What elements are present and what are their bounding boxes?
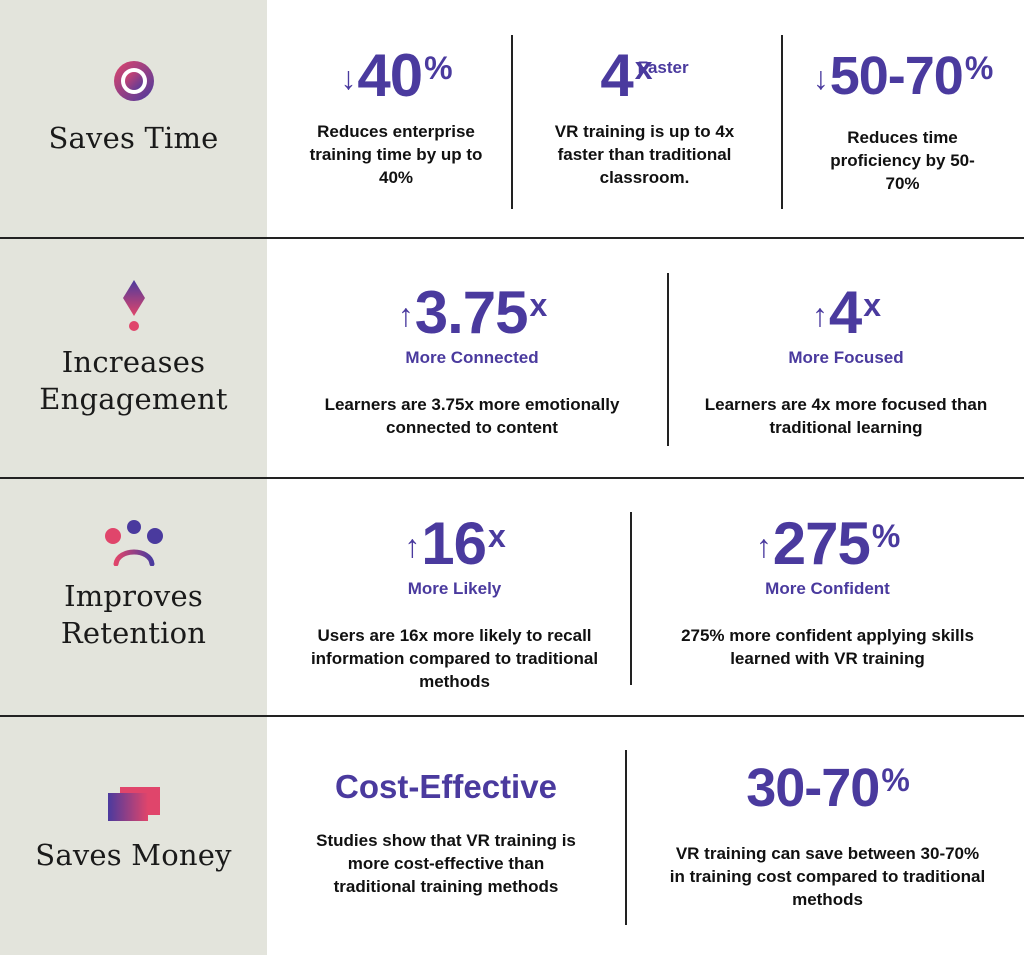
- section-saves-money-label: Saves Money: [0, 787, 267, 874]
- stat-block: 30-70% VR training can save between 30-7…: [640, 758, 1015, 911]
- stat-block: ↑275% More Confident 275% more confident…: [640, 514, 1015, 670]
- stat-value: ↑275%: [755, 510, 901, 577]
- column-divider: [511, 35, 513, 209]
- column-divider: [625, 750, 627, 925]
- stat-block: ↓40% Reduces enterprise training time by…: [282, 46, 510, 189]
- stat-description: Reduces time proficiency by 50-70%: [830, 128, 975, 193]
- section-divider: [0, 715, 1024, 717]
- stat-block: ↑3.75x More Connected Learners are 3.75x…: [282, 283, 662, 439]
- up-arrow-icon: ↑: [811, 297, 828, 333]
- stat-value: ↓40%: [340, 42, 452, 109]
- stat-headline: Cost-Effective: [335, 768, 557, 805]
- stat-block: ↓50-70% Reduces time proficiency by 50-7…: [790, 46, 1015, 195]
- column-divider: [781, 35, 783, 209]
- stat-block: 4xFaster VR training is up to 4x faster …: [522, 46, 767, 189]
- circle-target-icon: [113, 61, 154, 101]
- stat-block: ↑4x More Focused Learners are 4x more fo…: [678, 283, 1014, 439]
- stat-value: ↑4x: [811, 279, 881, 346]
- stat-block: ↑16x More Likely Users are 16x more like…: [282, 514, 627, 693]
- column-divider: [667, 273, 669, 446]
- stat-value: ↑16x: [404, 510, 506, 577]
- stat-description: Studies show that VR training is more co…: [316, 831, 576, 896]
- up-arrow-icon: ↑: [755, 528, 772, 564]
- down-arrow-icon: ↓: [812, 60, 829, 96]
- section-title: Improves Retention: [60, 579, 207, 650]
- stat-description: Learners are 3.75x more emotionally conn…: [324, 395, 620, 437]
- stat-description: Users are 16x more likely to recall info…: [310, 626, 599, 691]
- stat-subtitle: More Confident: [765, 579, 890, 598]
- people-group-icon: [104, 520, 163, 566]
- stat-value: ↑3.75x: [397, 279, 548, 346]
- stat-value: 30-70%: [746, 758, 910, 818]
- section-title: Increases Engagement: [39, 345, 228, 416]
- section-increases-engagement-label: Increases Engagement: [0, 280, 267, 418]
- stat-description: 275% more confident applying skills lear…: [681, 626, 974, 668]
- section-saves-time-label: Saves Time: [0, 58, 267, 157]
- stat-block: Cost-Effective Studies show that VR trai…: [282, 767, 610, 898]
- up-arrow-icon: ↑: [397, 297, 414, 333]
- section-divider: [0, 477, 1024, 479]
- stat-description: Reduces enterprise training time by up t…: [309, 122, 483, 187]
- stat-description: VR training can save between 30-70% in t…: [669, 844, 986, 909]
- stat-description: Learners are 4x more focused than tradit…: [704, 395, 988, 437]
- section-title: Saves Time: [48, 121, 219, 155]
- exclamation-diamond-icon: [122, 280, 145, 331]
- stat-value: 4xFaster: [600, 42, 689, 109]
- up-arrow-icon: ↑: [404, 528, 420, 564]
- stat-value: ↓50-70%: [812, 46, 994, 106]
- stat-subtitle: More Focused: [788, 348, 904, 367]
- stat-description: VR training is up to 4x faster than trad…: [554, 122, 735, 187]
- section-improves-retention-label: Improves Retention: [0, 520, 267, 652]
- section-divider: [0, 237, 1024, 239]
- stat-subtitle: More Connected: [405, 348, 539, 367]
- stat-subtitle: More Likely: [407, 579, 502, 598]
- stacked-bills-icon: [107, 787, 160, 821]
- column-divider: [630, 512, 632, 685]
- section-title: Saves Money: [35, 838, 232, 872]
- down-arrow-icon: ↓: [340, 60, 356, 96]
